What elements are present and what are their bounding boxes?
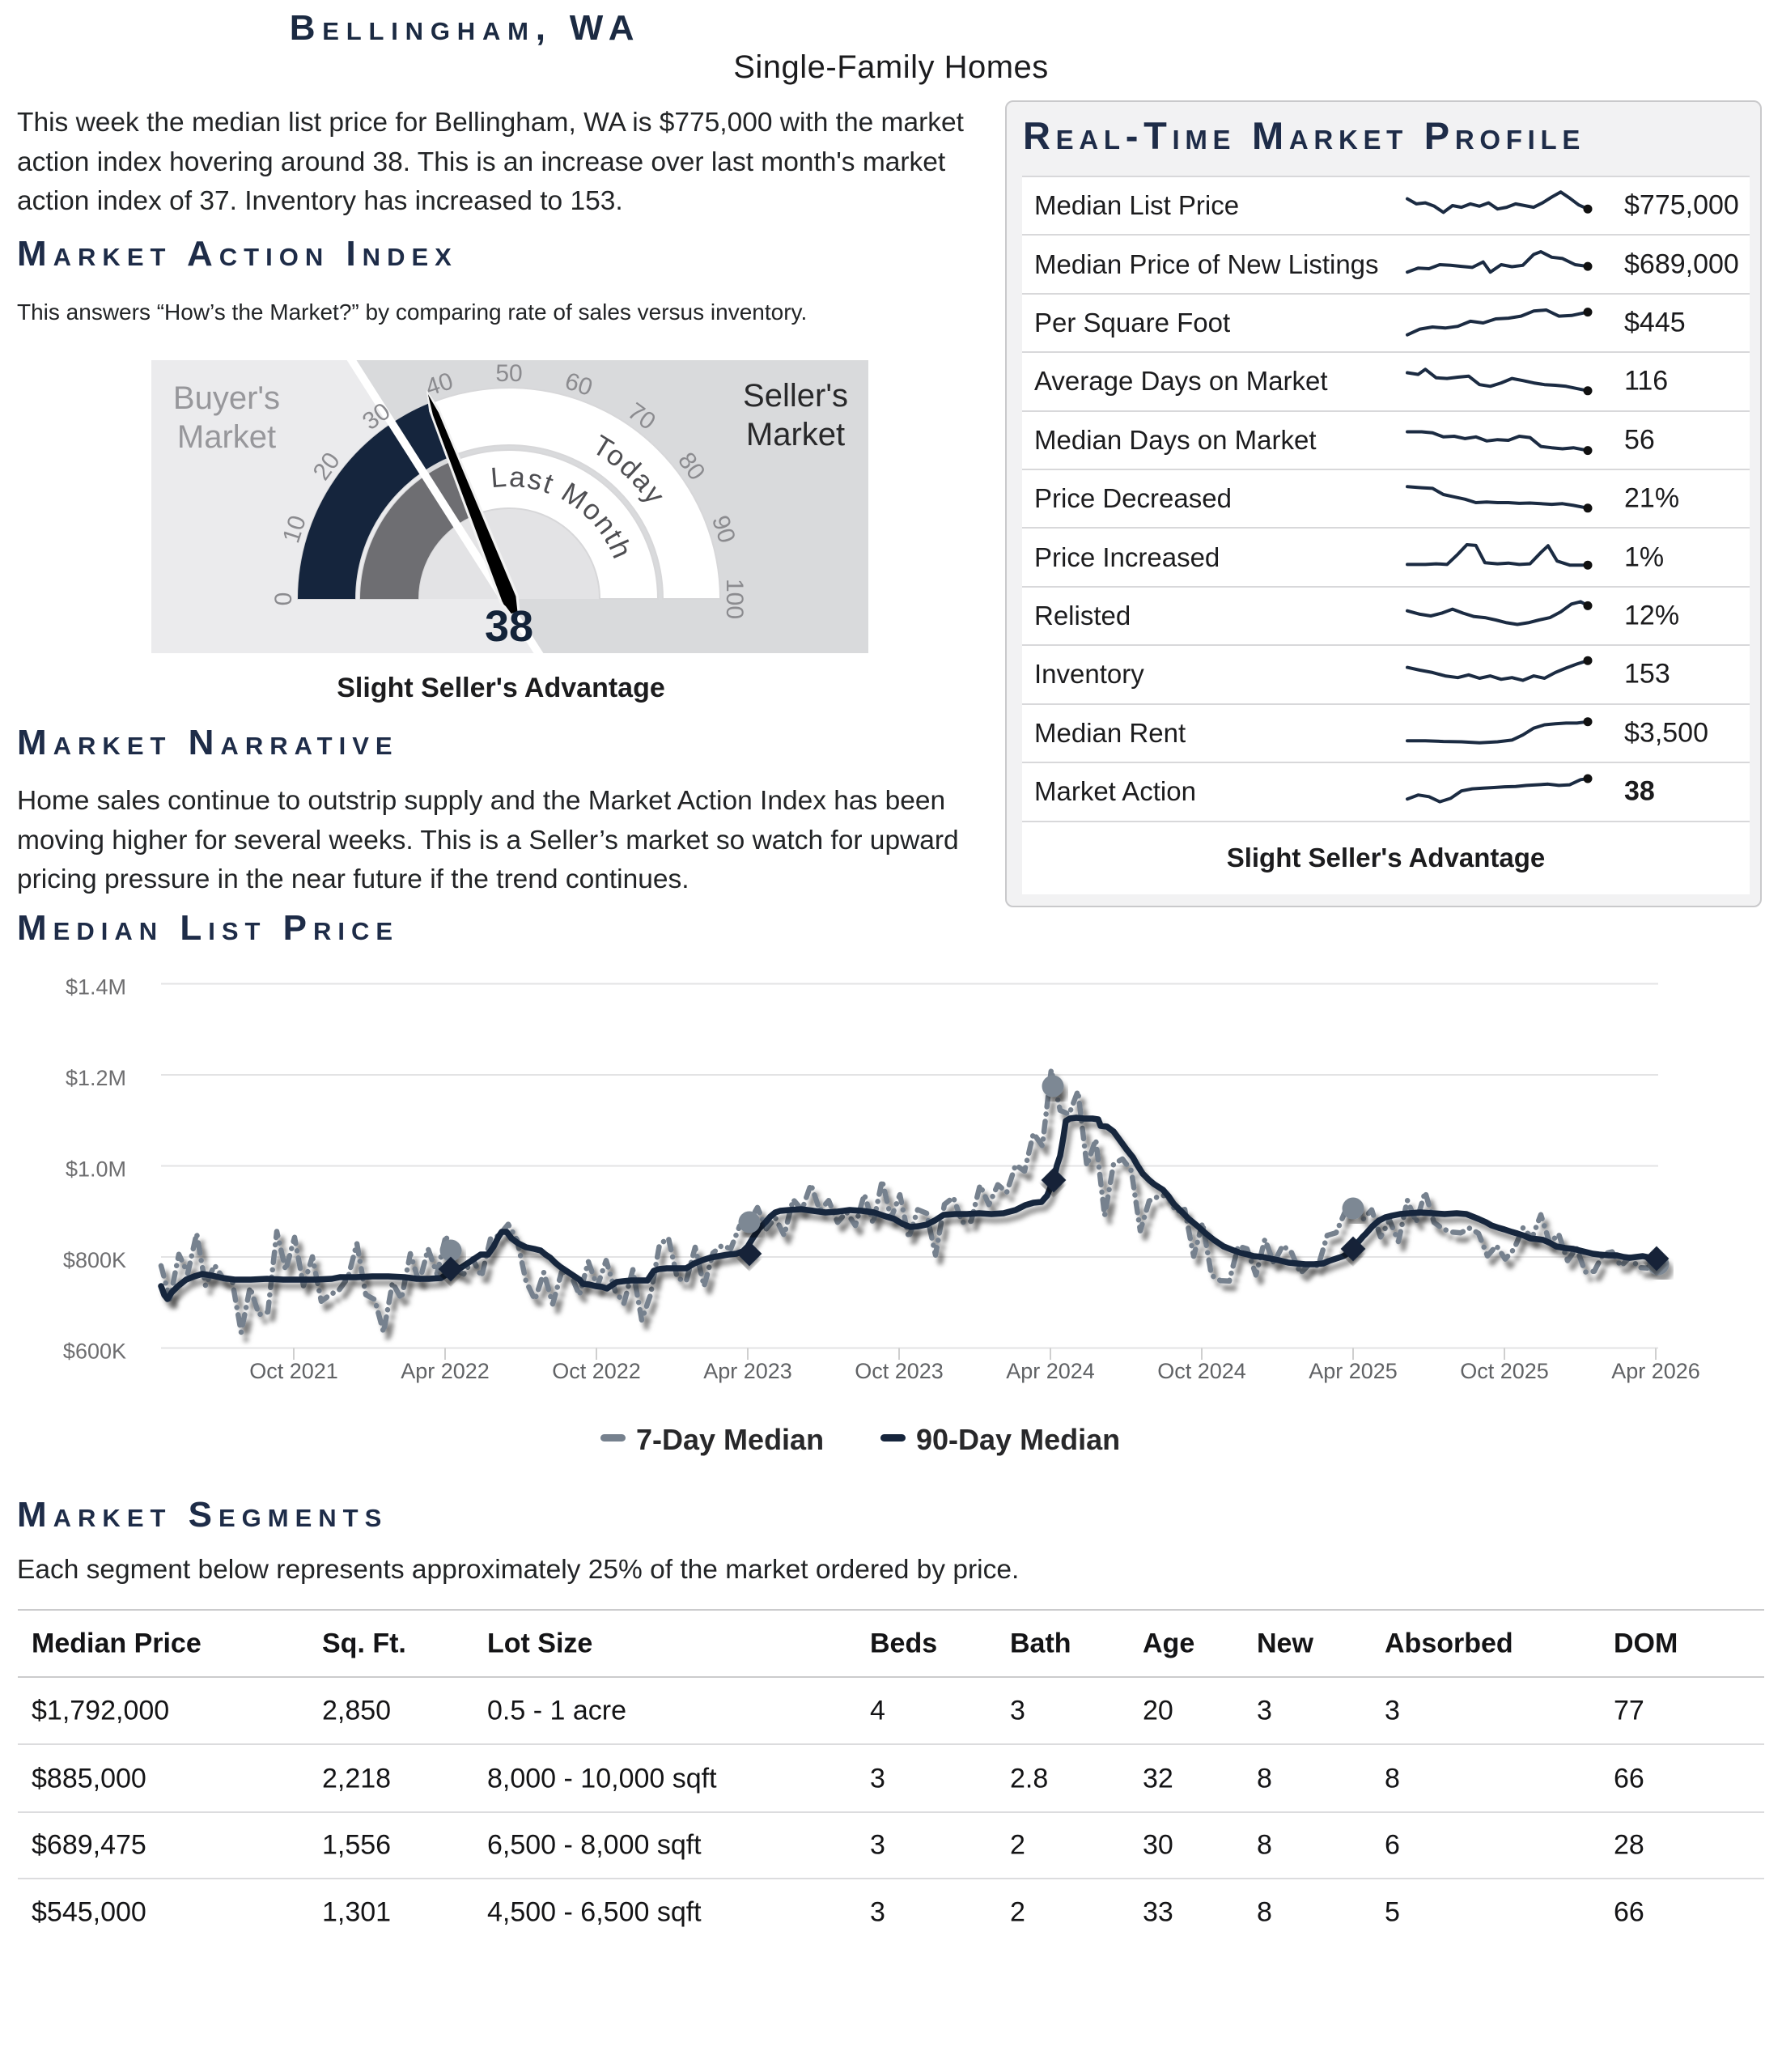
svg-text:0: 0 — [270, 592, 297, 606]
svg-text:Apr 2022: Apr 2022 — [401, 1359, 490, 1383]
svg-text:$600K: $600K — [63, 1340, 126, 1364]
svg-text:Apr 2026: Apr 2026 — [1611, 1359, 1700, 1383]
svg-text:90-Day Median: 90-Day Median — [916, 1423, 1120, 1456]
svg-text:$800K: $800K — [63, 1248, 126, 1272]
svg-text:Oct 2023: Oct 2023 — [855, 1359, 944, 1383]
svg-text:Market: Market — [177, 419, 276, 455]
svg-text:$1.0M: $1.0M — [66, 1157, 126, 1182]
svg-text:$1.4M: $1.4M — [66, 975, 126, 1000]
svg-text:Oct 2024: Oct 2024 — [1157, 1359, 1246, 1383]
svg-text:Oct 2025: Oct 2025 — [1460, 1359, 1549, 1383]
svg-text:Oct 2021: Oct 2021 — [249, 1359, 338, 1383]
svg-text:7-Day Median: 7-Day Median — [636, 1423, 824, 1456]
svg-text:Seller's: Seller's — [743, 378, 848, 414]
svg-text:Apr 2023: Apr 2023 — [703, 1359, 792, 1383]
svg-text:$1.2M: $1.2M — [66, 1066, 126, 1090]
svg-text:100: 100 — [721, 579, 748, 619]
svg-text:Oct 2022: Oct 2022 — [552, 1359, 641, 1383]
svg-text:Buyer's: Buyer's — [173, 380, 280, 416]
svg-text:38: 38 — [485, 602, 533, 651]
svg-text:Apr 2024: Apr 2024 — [1006, 1359, 1095, 1383]
svg-text:Apr 2025: Apr 2025 — [1309, 1359, 1398, 1383]
svg-text:Market: Market — [746, 417, 845, 452]
svg-text:50: 50 — [495, 360, 522, 387]
